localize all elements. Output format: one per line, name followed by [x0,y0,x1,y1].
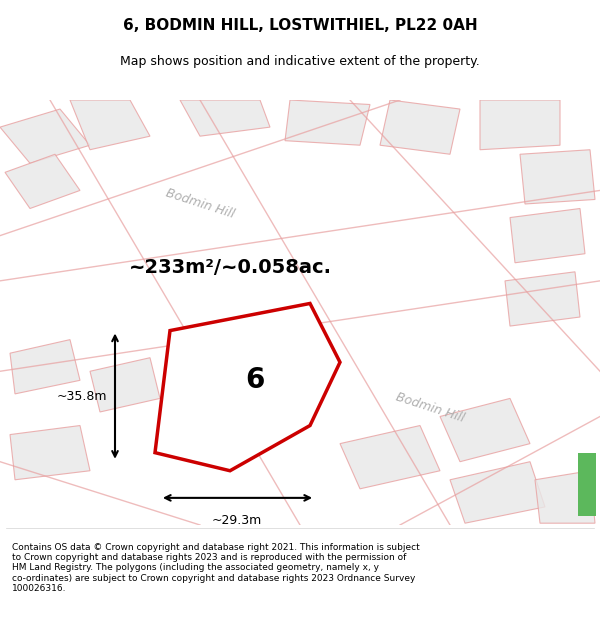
Polygon shape [440,398,530,462]
Polygon shape [285,100,370,145]
Text: ~233m²/~0.058ac.: ~233m²/~0.058ac. [128,258,331,277]
Polygon shape [180,100,270,136]
Text: ~29.3m: ~29.3m [212,514,262,527]
Polygon shape [450,462,545,523]
Polygon shape [90,357,160,412]
Polygon shape [520,150,595,204]
Text: 6, BODMIN HILL, LOSTWITHIEL, PL22 0AH: 6, BODMIN HILL, LOSTWITHIEL, PL22 0AH [122,18,478,32]
Polygon shape [5,154,80,209]
Text: ~35.8m: ~35.8m [56,390,107,403]
Polygon shape [340,426,440,489]
Text: Bodmin Hill: Bodmin Hill [164,187,236,221]
Polygon shape [0,109,90,163]
Text: Contains OS data © Crown copyright and database right 2021. This information is : Contains OS data © Crown copyright and d… [12,542,420,593]
Polygon shape [535,471,595,523]
Text: Map shows position and indicative extent of the property.: Map shows position and indicative extent… [120,56,480,69]
Polygon shape [70,100,150,150]
Polygon shape [10,426,90,480]
Polygon shape [510,209,585,262]
Polygon shape [10,339,80,394]
Polygon shape [155,304,340,471]
Text: Bodmin Hill: Bodmin Hill [394,390,466,424]
Polygon shape [505,272,580,326]
Polygon shape [380,100,460,154]
Polygon shape [480,100,560,150]
Text: 6: 6 [245,366,265,394]
Bar [578,452,596,516]
